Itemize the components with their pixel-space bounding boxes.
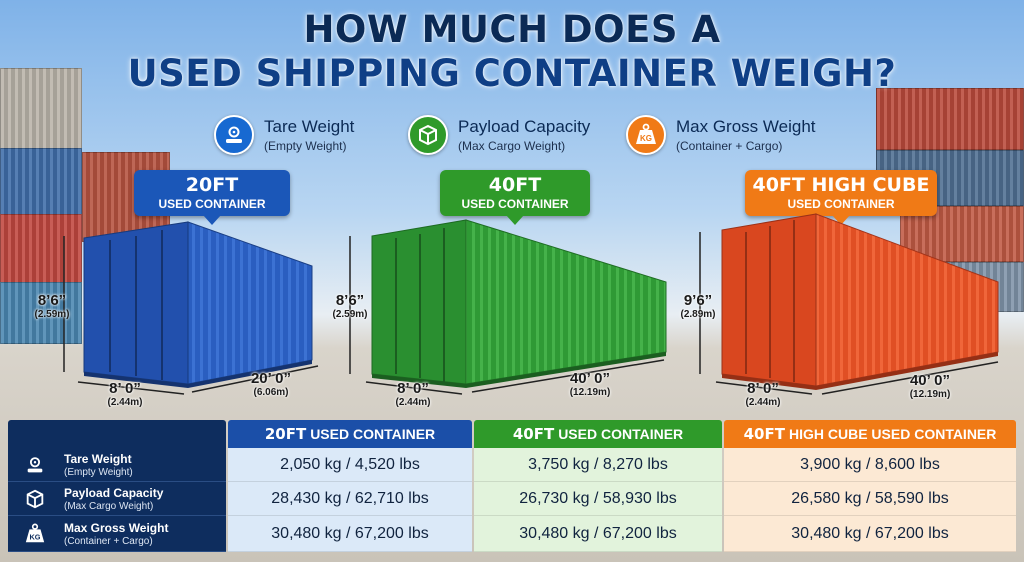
svg-text:KG: KG	[640, 134, 652, 143]
row-label-payload-capacity: Payload Capacity (Max Cargo Weight)	[8, 482, 226, 516]
table-cell: 30,480 kg / 67,200 lbs	[474, 516, 722, 552]
legend-subtitle: (Container + Cargo)	[676, 139, 783, 153]
dim-length-40ft-hc: 40’ 0” (12.19m)	[909, 372, 951, 400]
page-title-line2: USED SHIPPING CONTAINER WEIGH?	[127, 52, 897, 95]
badge-label: USED CONTAINER	[787, 197, 895, 211]
table-cell: 3,900 kg / 8,600 lbs	[724, 448, 1016, 482]
badge-label: USED CONTAINER	[158, 197, 266, 211]
box-icon	[20, 486, 50, 512]
weight-comparison-table: 20FT USED CONTAINER 40FT USED CONTAINER 40…	[8, 420, 1016, 552]
table-cell: 30,480 kg / 67,200 lbs	[724, 516, 1016, 552]
kg-weight-icon: KG	[626, 115, 666, 155]
badge-size: 20FT	[185, 174, 239, 196]
dim-height-40ft-hc: 9’6” (2.89m)	[680, 292, 716, 320]
row-label-max-gross-weight: KG Max Gross Weight (Container + Cargo)	[8, 516, 226, 552]
dim-width-20ft: 8’ 0” (2.44m)	[107, 380, 143, 408]
badge-20ft: 20FT USED CONTAINER	[134, 170, 290, 225]
table-cell: 28,430 kg / 62,710 lbs	[228, 482, 472, 516]
table-cell: 30,480 kg / 67,200 lbs	[228, 516, 472, 552]
container-40ft	[371, 219, 667, 388]
kg-weight-icon: KG	[20, 521, 50, 547]
column-header-40ft: 40FT USED CONTAINER	[474, 420, 722, 448]
scale-icon	[214, 115, 254, 155]
table-cell: 26,580 kg / 58,590 lbs	[724, 482, 1016, 516]
svg-text:KG: KG	[30, 532, 41, 541]
dim-height-20ft: 8’6” (2.59m)	[34, 292, 70, 320]
container-20ft	[83, 221, 313, 388]
legend-item-max-gross-weight: KG Max Gross Weight (Container + Cargo)	[626, 110, 816, 160]
legend-subtitle: (Empty Weight)	[264, 139, 347, 153]
legend-title: Max Gross Weight	[676, 117, 816, 136]
row-label-tare-weight: Tare Weight (Empty Weight)	[8, 448, 226, 482]
dim-height-40ft: 8’6” (2.59m)	[332, 292, 368, 320]
column-header-40ft-high-cube: 40FT HIGH CUBE USED CONTAINER	[724, 420, 1016, 448]
table-cell: 3,750 kg / 8,270 lbs	[474, 448, 722, 482]
dim-length-20ft: 20’ 0” (6.06m)	[250, 370, 292, 398]
legend-item-tare-weight: Tare Weight (Empty Weight)	[214, 110, 354, 160]
badge-size: 40FT HIGH CUBE	[752, 174, 930, 196]
legend-subtitle: (Max Cargo Weight)	[458, 139, 566, 153]
badge-size: 40FT	[488, 174, 542, 196]
page-title-line1: HOW MUCH DOES A	[303, 8, 721, 51]
dim-length-40ft: 40’ 0” (12.19m)	[569, 370, 611, 398]
badge-40ft-high-cube: 40FT HIGH CUBE USED CONTAINER	[745, 170, 937, 225]
column-header-20ft: 20FT USED CONTAINER	[228, 420, 472, 448]
containers-illustration	[63, 213, 999, 395]
dim-width-40ft: 8’ 0” (2.44m)	[395, 380, 431, 408]
legend-title: Payload Capacity	[458, 117, 591, 136]
badge-40ft: 40FT USED CONTAINER	[440, 170, 590, 225]
box-icon	[408, 115, 448, 155]
table-corner	[8, 420, 226, 448]
legend-item-payload-capacity: Payload Capacity (Max Cargo Weight)	[408, 110, 590, 160]
table-cell: 26,730 kg / 58,930 lbs	[474, 482, 722, 516]
scale-icon	[20, 452, 50, 478]
table-cell: 2,050 kg / 4,520 lbs	[228, 448, 472, 482]
container-40ft-high-cube	[721, 213, 999, 390]
badge-label: USED CONTAINER	[461, 197, 569, 211]
legend-title: Tare Weight	[264, 117, 355, 136]
dim-width-40ft-hc: 8’ 0” (2.44m)	[745, 380, 781, 408]
